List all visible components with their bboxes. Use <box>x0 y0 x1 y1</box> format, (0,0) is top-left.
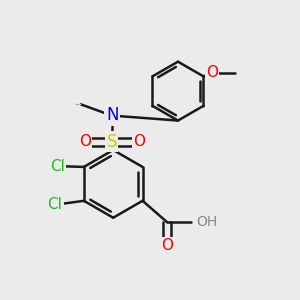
Text: N: N <box>106 106 118 124</box>
Text: methyl: methyl <box>74 102 79 103</box>
Text: O: O <box>161 238 173 253</box>
Text: Cl: Cl <box>50 159 65 174</box>
Text: O: O <box>133 134 145 149</box>
Text: OH: OH <box>196 215 218 229</box>
Text: methyl: methyl <box>79 101 84 102</box>
Text: O: O <box>79 134 91 149</box>
Text: Cl: Cl <box>47 197 62 212</box>
Text: S: S <box>106 133 117 151</box>
Text: O: O <box>206 65 218 80</box>
Text: methyl: methyl <box>76 104 81 105</box>
Text: N: N <box>106 106 119 124</box>
